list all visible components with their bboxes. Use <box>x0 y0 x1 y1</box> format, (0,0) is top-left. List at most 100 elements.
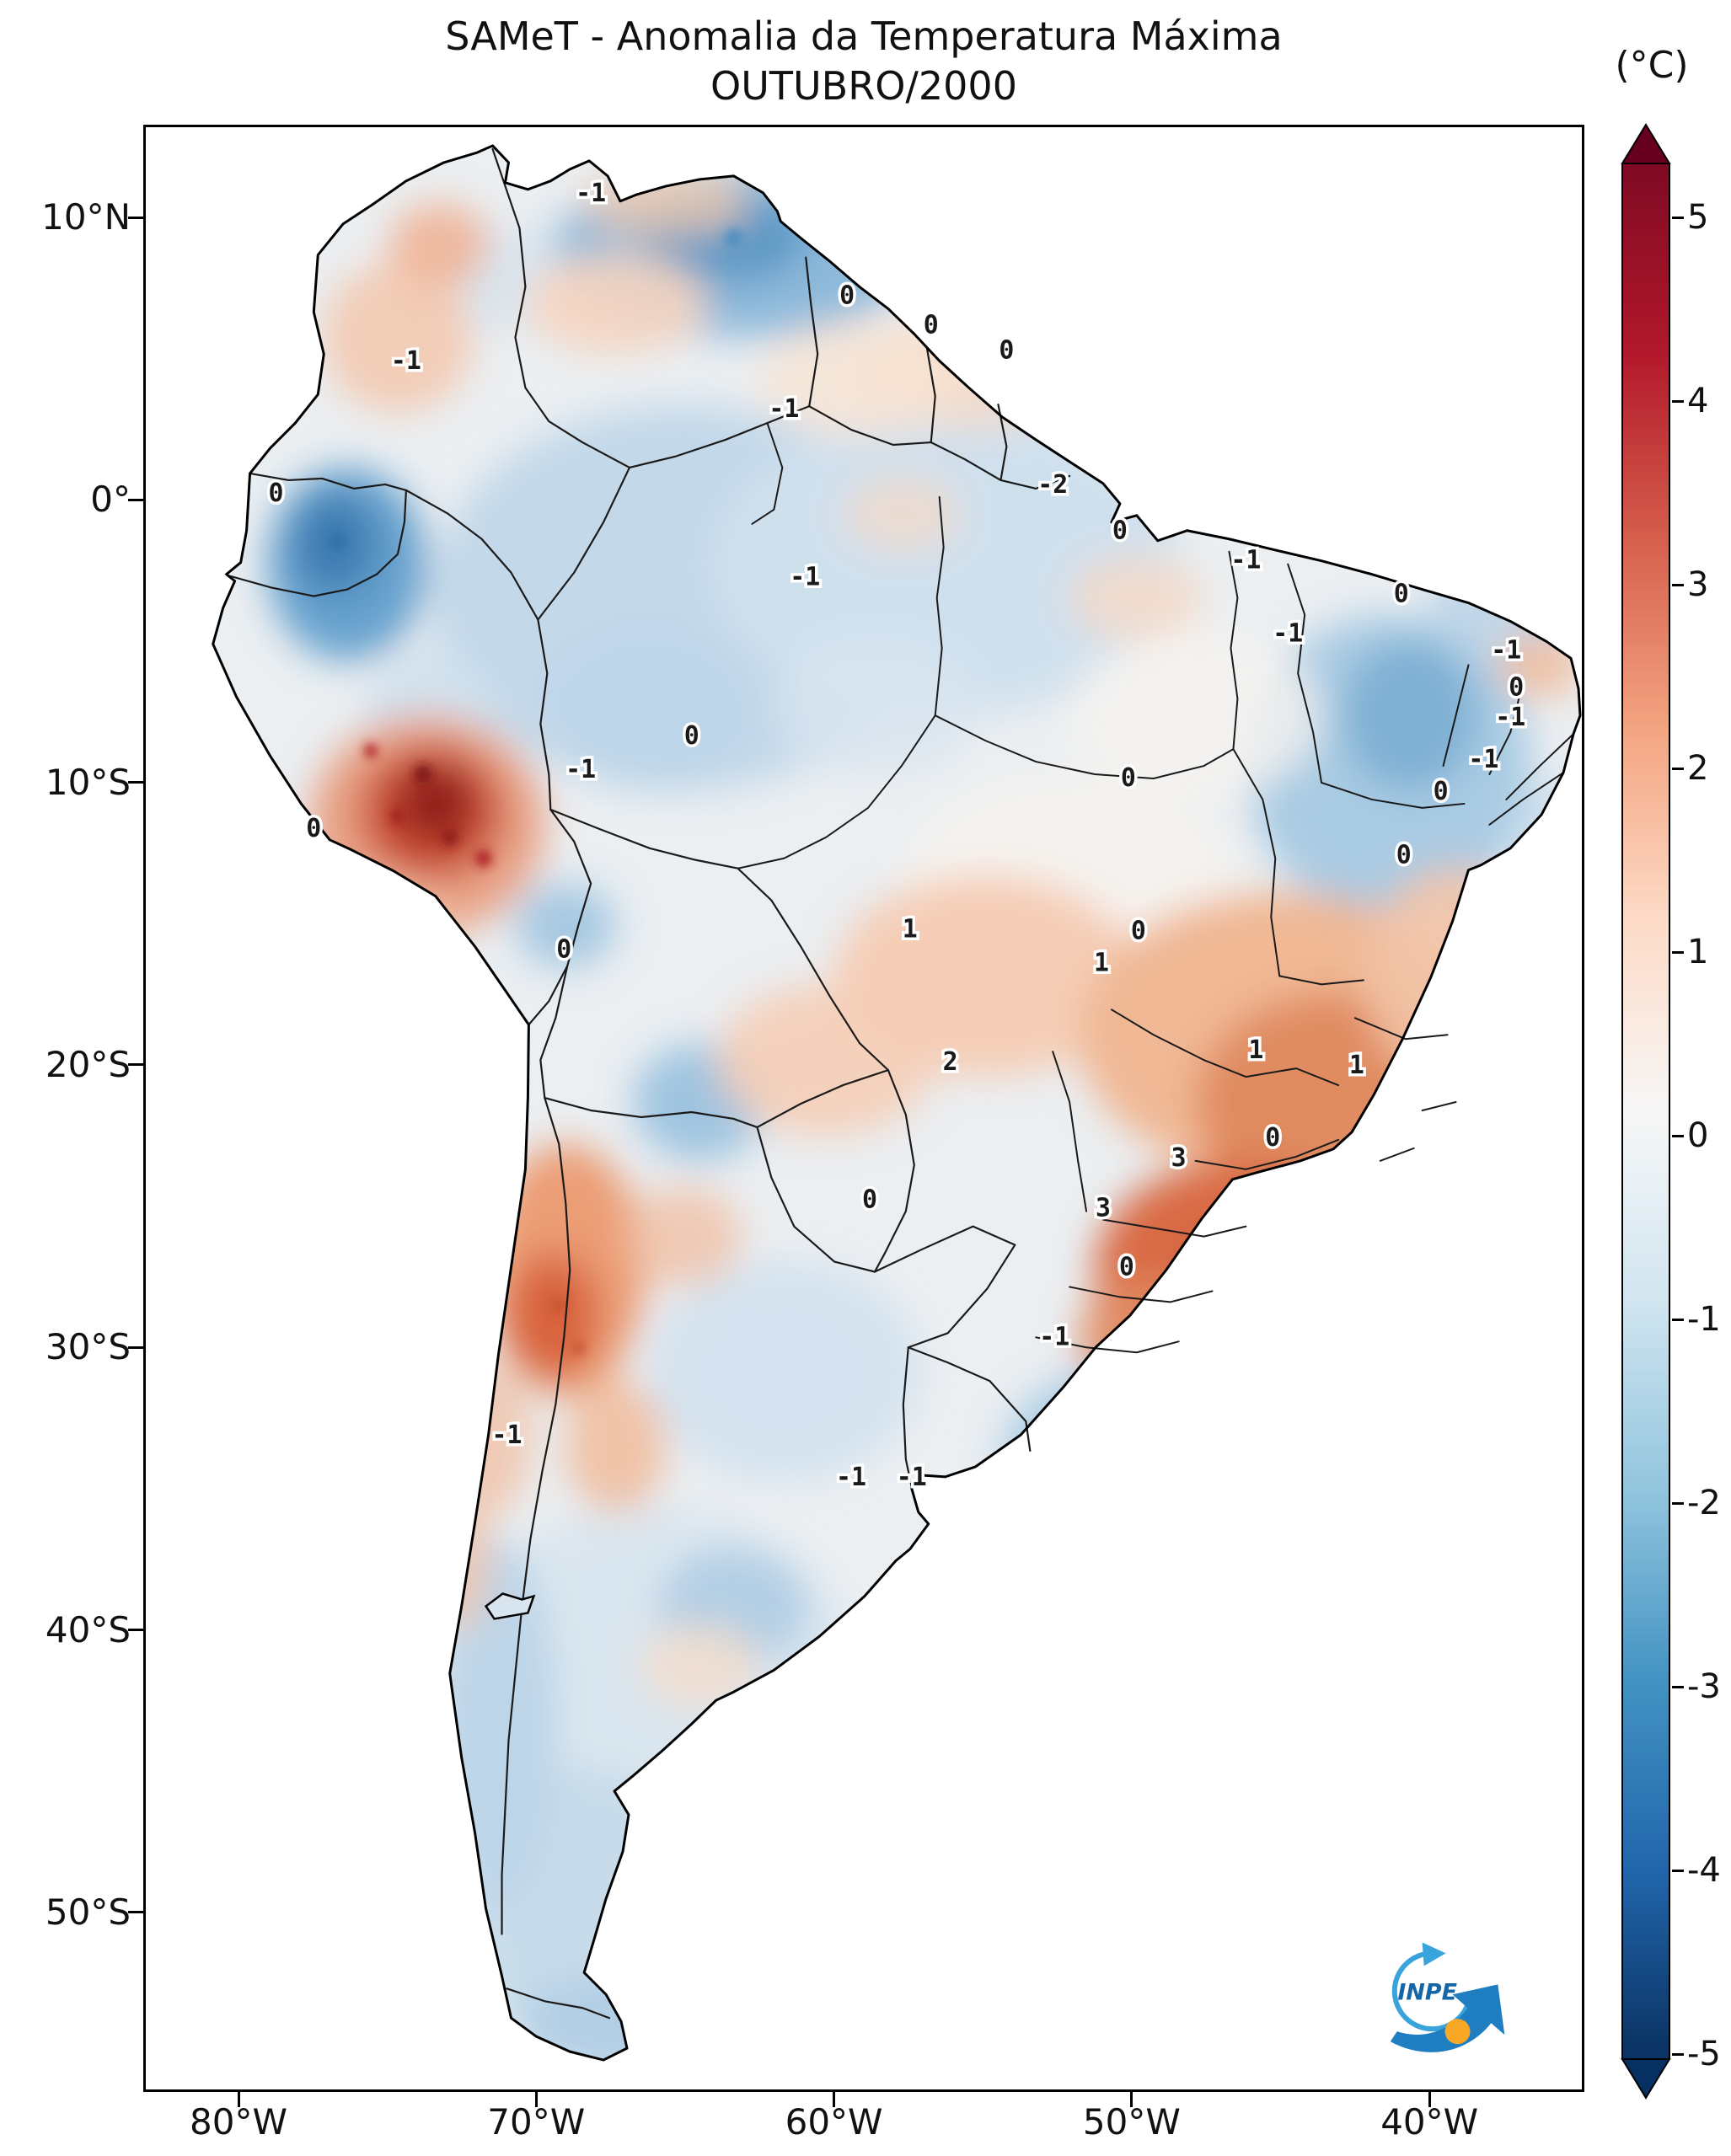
border-peru-bolivia <box>549 808 592 967</box>
lon-tick-label: 50°W <box>1082 2101 1181 2143</box>
contour-label: -1 <box>836 1463 866 1492</box>
border-bolivia-chile <box>539 965 569 1099</box>
colorbar-tick-mark <box>1672 767 1684 770</box>
colorbar-tick-label: 3 <box>1687 565 1709 604</box>
map-axes-frame: -1 0 0 0 -1 -1 -2 0 0 -1 -1 0 -1 -1 0 -1 0 -1 -1 0 0 0 0 1 0 0 1 1 2… <box>143 125 1584 2092</box>
border-colombia-ecuador <box>249 472 408 491</box>
colorbar-tick-label: -5 <box>1687 2035 1721 2073</box>
contour-label: 3 <box>1096 1194 1111 1223</box>
lon-tick-mark <box>237 2092 240 2107</box>
lon-tick-mark <box>833 2092 836 2107</box>
border-uruguay-brazil <box>907 1346 1032 1452</box>
country-borders <box>228 147 1071 2020</box>
lat-tick-mark <box>128 781 143 784</box>
contour-label: 1 <box>1094 948 1109 977</box>
contour-label: 0 <box>1112 516 1128 546</box>
border-venezuela-colombia <box>491 147 631 469</box>
logo-swirl-arrowhead <box>1422 1942 1446 1966</box>
colorbar-tick-label: 0 <box>1687 1116 1709 1155</box>
colorbar-tick-label: 1 <box>1687 933 1709 971</box>
colorbar-unit-label: (°C) <box>1615 44 1689 87</box>
colorbar-top-arrow <box>1621 123 1671 164</box>
colorbar-tick-label: -3 <box>1687 1667 1721 1706</box>
lat-tick-label: 40°S <box>45 1608 131 1650</box>
border-paraguay-brazil <box>873 1069 915 1273</box>
border-peru-chile <box>528 965 569 1026</box>
title-line-1: SAMeT - Anomalia da Temperatura Máxima <box>445 13 1283 59</box>
contour-label: 0 <box>556 934 571 964</box>
lat-tick-label: 10°S <box>45 761 131 803</box>
contour-label: 0 <box>862 1185 877 1215</box>
colorbar-tick-label: 2 <box>1687 749 1709 788</box>
border-bolivia-paraguay <box>756 1069 889 1129</box>
lat-tick-label: 50°S <box>45 1891 131 1933</box>
border-chile-argentina <box>501 1096 571 1935</box>
logo-arrow <box>1390 1984 1505 2052</box>
contour-label: 0 <box>684 721 699 751</box>
border-uruguay-argentina <box>902 1346 913 1488</box>
contour-label: 0 <box>1434 777 1449 806</box>
border-guianas-brazil <box>930 441 1071 490</box>
colorbar-tick-label: -1 <box>1687 1300 1721 1339</box>
lat-tick-mark <box>128 1345 143 1349</box>
colorbar-tick-mark <box>1672 216 1684 219</box>
lat-tick-mark <box>128 1911 143 1914</box>
lat-tick-mark <box>128 1629 143 1631</box>
colorbar-tick-label: -2 <box>1687 1484 1721 1522</box>
lat-tick-mark <box>128 1063 143 1067</box>
border-suriname-frenchguiana <box>997 404 1008 482</box>
lat-tick-mark <box>128 216 143 219</box>
contour-label: -1 <box>565 755 596 784</box>
contour-label: 0 <box>268 479 283 508</box>
border-colombia-peru <box>405 489 539 621</box>
border-bolivia-brazil <box>549 808 889 1072</box>
border-magellan-strait <box>506 1987 611 2020</box>
contour-label: 0 <box>924 310 939 340</box>
colorbar-tick-mark <box>1672 950 1684 954</box>
contour-label: 0 <box>1121 763 1136 793</box>
border-ecuador-peru <box>228 489 408 597</box>
lat-tick-mark <box>128 498 143 501</box>
contour-label: -1 <box>897 1463 927 1492</box>
contour-label: 0 <box>1394 580 1409 609</box>
figure-title: SAMeT - Anomalia da Temperatura Máxima O… <box>143 12 1584 111</box>
contour-label: -1 <box>1495 703 1525 732</box>
colorbar-tick-mark <box>1672 1685 1684 1688</box>
contour-label: 1 <box>1248 1035 1263 1065</box>
contour-label: 0 <box>1131 917 1146 946</box>
lat-tick-label: 30°S <box>45 1326 131 1368</box>
contour-label: 0 <box>1119 1252 1134 1281</box>
lon-tick-label: 80°W <box>190 2101 287 2143</box>
contour-label: -1 <box>491 1420 522 1450</box>
border-argentina-brazil <box>873 1225 1016 1349</box>
colorbar-tick-label: 5 <box>1687 198 1709 237</box>
contour-label: 1 <box>903 915 918 944</box>
lat-tick-label: 10°N <box>41 196 131 238</box>
state-borders <box>737 422 1575 1354</box>
contour-label: -1 <box>1230 546 1261 575</box>
border-guyana-suriname <box>925 346 936 444</box>
colorbar-gradient <box>1621 163 1670 2060</box>
lon-tick-mark <box>534 2092 538 2107</box>
contour-label: -1 <box>790 563 820 592</box>
colorbar-tick-mark <box>1672 583 1684 586</box>
contour-label: 0 <box>1265 1123 1280 1153</box>
colorbar-tick-mark <box>1672 1134 1684 1137</box>
colorbar-tick-mark <box>1672 1501 1684 1505</box>
island <box>484 1592 536 1620</box>
logo-swirl <box>1391 1950 1473 2032</box>
border-venezuela-guyana <box>805 256 819 408</box>
logo-orange-dot <box>1444 2019 1471 2045</box>
lon-tick-label: 60°W <box>785 2101 883 2143</box>
contour-label: 0 <box>1509 672 1524 702</box>
contour-label: -1 <box>769 394 799 424</box>
contour-label: -2 <box>1037 470 1068 500</box>
lon-tick-label: 70°W <box>487 2101 586 2143</box>
colorbar-bottom-arrow <box>1621 2058 1671 2100</box>
colorbar-tick-mark <box>1672 1318 1684 1321</box>
contour-label: 2 <box>943 1047 958 1077</box>
contour-label: 3 <box>1171 1143 1187 1173</box>
